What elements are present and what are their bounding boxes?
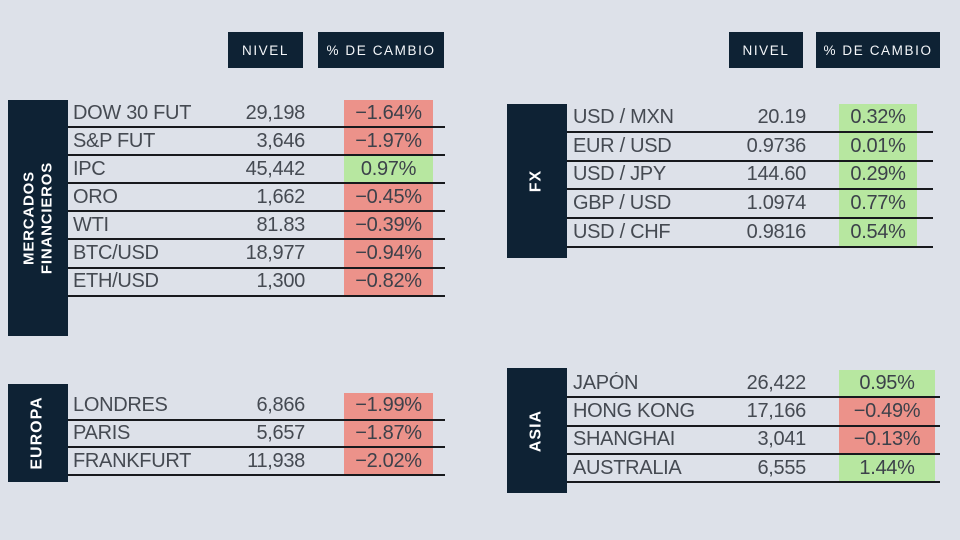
row-label: ETH/USD: [73, 270, 159, 293]
row-level: 45,442: [245, 157, 306, 180]
section-title-mercados-financieros: MERCADOS FINANCIEROS: [20, 161, 55, 275]
row-label: IPC: [73, 157, 106, 180]
row-label: ORO: [73, 185, 118, 208]
table-row: USD / JPY 144.60 0.29%: [567, 161, 933, 191]
table-mercados-financieros: DOW 30 FUT 29,198 −1.64% S&P FUT 3,646 −…: [68, 100, 445, 297]
row-level: 29,198: [245, 101, 306, 124]
table-row: USD / MXN 20.19 0.32%: [567, 104, 933, 133]
section-title-asia: ASIA: [527, 409, 545, 452]
row-label: EUR / USD: [573, 134, 672, 157]
table-row: DOW 30 FUT 29,198 −1.64%: [68, 100, 445, 129]
section-tab-asia: ASIA: [507, 368, 567, 493]
table-row: FRANKFURT 11,938 −2.02%: [68, 448, 445, 477]
section-tab-mercados-financieros: MERCADOS FINANCIEROS: [8, 100, 68, 336]
row-level: 0.9816: [746, 221, 807, 244]
change-badge: −1.87%: [344, 420, 433, 447]
table-row: AUSTRALIA 6,555 1.44%: [567, 454, 940, 484]
header-cambio-left: % DE CAMBIO: [318, 32, 444, 68]
table-row: HONG KONG 17,166 −0.49%: [567, 398, 940, 427]
change-badge: −0.82%: [344, 268, 433, 295]
table-row: EUR / USD 0.9736 0.01%: [567, 132, 933, 162]
table-row: LONDRES 6,866 −1.99%: [68, 393, 445, 421]
row-level: 6,555: [757, 456, 806, 479]
table-row: GBP / USD 1.0974 0.77%: [567, 190, 933, 220]
row-level: 11,938: [247, 449, 305, 472]
row-label: SHANGHAI: [573, 428, 676, 451]
header-cambio-right: % DE CAMBIO: [816, 32, 940, 68]
change-badge: 0.29%: [839, 161, 917, 189]
table-row: ETH/USD 1,300 −0.82%: [68, 268, 445, 297]
section-tab-europa: EUROPA: [8, 384, 68, 482]
section-title-europa: EUROPA: [28, 396, 46, 470]
row-level: 144.60: [746, 163, 807, 186]
change-badge: 0.01%: [839, 132, 917, 160]
table-row: S&P FUT 3,646 −1.97%: [68, 128, 445, 157]
table-row: SHANGHAI 3,041 −0.13%: [567, 426, 940, 455]
row-label: LONDRES: [73, 394, 168, 417]
row-label: AUSTRALIA: [573, 456, 682, 479]
row-level: 3,041: [757, 428, 806, 451]
table-fx: USD / MXN 20.19 0.32% EUR / USD 0.9736 0…: [567, 104, 933, 248]
change-badge: −0.39%: [344, 212, 433, 239]
change-badge: −0.94%: [344, 240, 433, 267]
row-label: USD / MXN: [573, 105, 674, 128]
row-label: S&P FUT: [73, 129, 155, 152]
row-label: GBP / USD: [573, 192, 672, 215]
row-level: 1,662: [256, 185, 305, 208]
row-label: HONG KONG: [573, 399, 695, 422]
row-level: 20.19: [757, 105, 806, 128]
row-level: 1,300: [256, 270, 305, 293]
table-asia: JAPÓN 26,422 0.95% HONG KONG 17,166 −0.4…: [567, 370, 940, 484]
table-row: IPC 45,442 0.97%: [68, 156, 445, 185]
change-badge: −0.45%: [344, 184, 433, 211]
change-badge: −0.49%: [839, 398, 935, 425]
table-row: JAPÓN 26,422 0.95%: [567, 370, 940, 399]
table-row: WTI 81.83 −0.39%: [68, 212, 445, 241]
row-level: 81.83: [256, 213, 305, 236]
change-badge: −1.97%: [344, 128, 433, 155]
row-level: 18,977: [245, 242, 306, 265]
table-row: PARIS 5,657 −1.87%: [68, 420, 445, 449]
row-label: USD / CHF: [573, 221, 671, 244]
row-label: WTI: [73, 213, 109, 236]
row-level: 6,866: [256, 394, 305, 417]
change-badge: 0.95%: [839, 370, 935, 397]
row-label: FRANKFURT: [73, 449, 192, 472]
section-tab-fx: FX: [507, 104, 567, 258]
change-badge: −1.64%: [344, 100, 433, 127]
change-badge: 0.97%: [344, 156, 433, 183]
change-badge: 0.77%: [839, 190, 917, 218]
row-level: 3,646: [256, 129, 305, 152]
change-badge: −2.02%: [344, 448, 433, 475]
table-row: BTC/USD 18,977 −0.94%: [68, 240, 445, 269]
table-row: USD / CHF 0.9816 0.54%: [567, 219, 933, 248]
table-europa: LONDRES 6,866 −1.99% PARIS 5,657 −1.87% …: [68, 393, 445, 477]
row-level: 5,657: [256, 422, 305, 445]
change-badge: −1.99%: [344, 393, 433, 419]
row-level: 0.9736: [746, 134, 807, 157]
header-nivel-left: NIVEL: [228, 32, 303, 68]
section-title-fx: FX: [527, 169, 545, 193]
change-badge: 1.44%: [839, 454, 935, 482]
row-label: JAPÓN: [573, 371, 639, 394]
row-label: PARIS: [73, 422, 131, 445]
row-label: USD / JPY: [573, 163, 666, 186]
row-level: 26,422: [746, 371, 807, 394]
change-badge: −0.13%: [839, 426, 935, 453]
change-badge: 0.54%: [839, 219, 917, 246]
row-level: 17,166: [746, 399, 807, 422]
row-level: 1.0974: [746, 192, 807, 215]
row-label: BTC/USD: [73, 242, 159, 265]
header-nivel-right: NIVEL: [729, 32, 803, 68]
table-row: ORO 1,662 −0.45%: [68, 184, 445, 213]
change-badge: 0.32%: [839, 104, 917, 131]
row-label: DOW 30 FUT: [73, 101, 192, 124]
